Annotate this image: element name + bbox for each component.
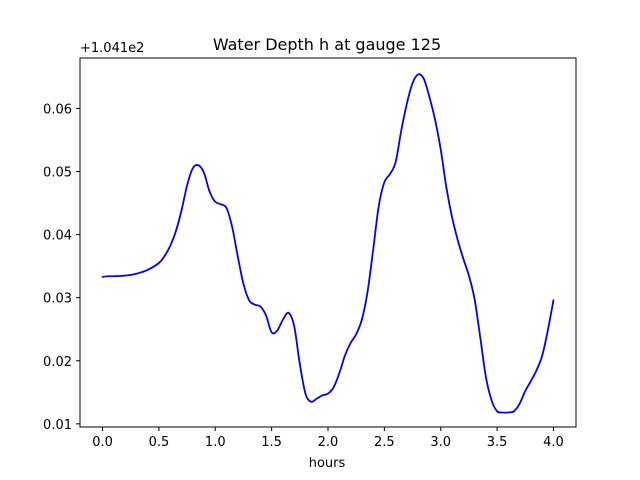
chart-title: Water Depth h at gauge 125 <box>213 35 441 54</box>
x-axis-ticks: 0.0 0.5 1.0 1.5 2.0 2.5 3.0 3.5 4.0 <box>92 427 564 450</box>
y-axis-offset-label: +1.041e2 <box>80 41 144 56</box>
y-tick-label: 0.04 <box>43 229 72 244</box>
y-axis-ticks: 0.01 0.02 0.03 0.04 0.05 0.06 <box>43 102 80 433</box>
x-tick-label: 2.0 <box>318 435 339 450</box>
y-tick-label: 0.02 <box>43 355 72 370</box>
x-axis-label: hours <box>309 456 346 471</box>
x-tick-label: 4.0 <box>543 435 564 450</box>
series-line <box>101 73 555 414</box>
x-tick-label: 3.5 <box>487 435 508 450</box>
x-tick-label: 2.5 <box>374 435 395 450</box>
x-tick-label: 1.5 <box>261 435 282 450</box>
plot-area-frame <box>79 57 577 428</box>
y-tick-label: 0.05 <box>43 166 72 181</box>
x-tick-label: 1.0 <box>205 435 226 450</box>
y-tick-label: 0.03 <box>43 292 72 307</box>
x-tick-label: 0.5 <box>149 435 170 450</box>
x-tick-label: 3.0 <box>430 435 451 450</box>
y-tick-label: 0.01 <box>43 418 72 433</box>
x-tick-label: 0.0 <box>92 435 113 450</box>
y-tick-label: 0.06 <box>43 102 72 117</box>
